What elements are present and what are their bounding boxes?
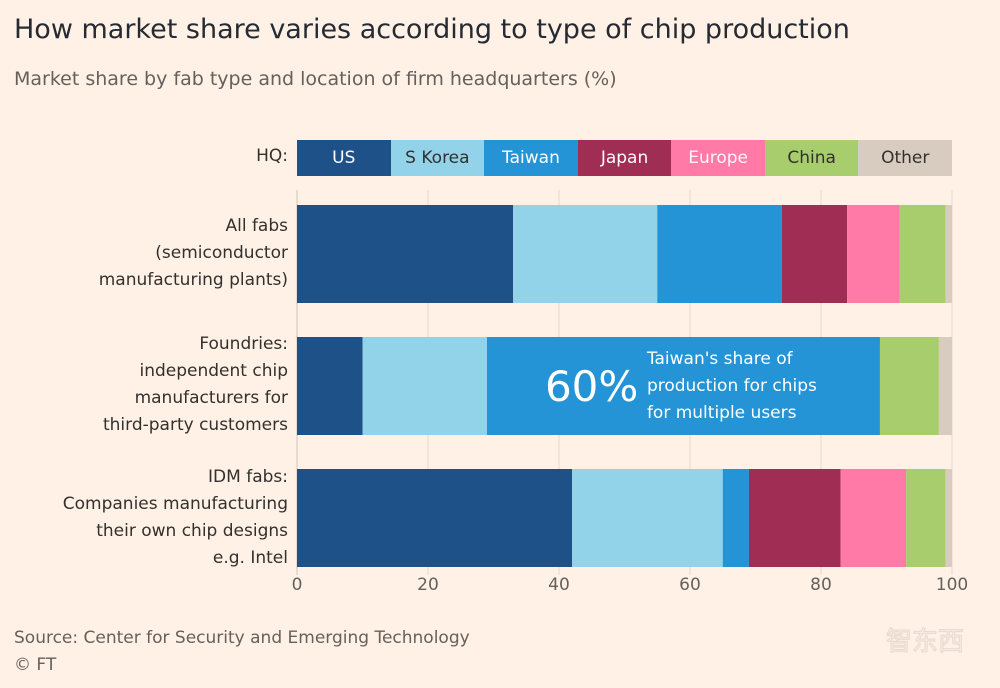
- watermark-logo: 智东西: [885, 626, 964, 657]
- category-label-line: e.g. Intel: [212, 548, 288, 568]
- x-tick-label-80: 80: [810, 575, 832, 595]
- bar-all-us: [297, 205, 514, 303]
- chart-title: How market share varies according to typ…: [14, 14, 850, 45]
- x-tick-label-40: 40: [548, 575, 570, 595]
- bar-all-japan: [781, 205, 848, 303]
- category-label-line: their own chip designs: [96, 521, 288, 541]
- bar-foundries-s-korea: [362, 337, 487, 435]
- category-label-line: manufacturing plants): [98, 270, 288, 290]
- legend: US S Korea Taiwan Japan Europe China Other: [297, 140, 953, 176]
- category-label-foundries: Foundries: independent chip manufacturers …: [8, 331, 288, 439]
- source-note: Source: Center for Security and Emerging…: [14, 628, 470, 648]
- annotation-line-2: for multiple users: [647, 403, 797, 423]
- category-label-line: manufacturers for: [134, 388, 288, 408]
- bar-idm-europe: [840, 469, 907, 567]
- bar-all-other: [945, 205, 952, 303]
- annotation-value: 60%: [545, 362, 638, 411]
- annotation-line-1: production for chips: [647, 376, 817, 396]
- legend-key-s-korea: S Korea: [390, 140, 485, 176]
- legend-key-taiwan: Taiwan: [484, 140, 578, 176]
- bar-all-s-korea: [513, 205, 658, 303]
- category-label-line: All fabs: [225, 216, 288, 236]
- legend-key-japan: Japan: [577, 140, 672, 176]
- x-tick-label-0: 0: [292, 575, 303, 595]
- bar-foundries-other: [938, 337, 952, 435]
- bar-idm-japan: [748, 469, 841, 567]
- bar-all-china: [899, 205, 946, 303]
- x-tick-label-20: 20: [417, 575, 439, 595]
- category-label-line: (semiconductor: [155, 243, 288, 263]
- bar-idm-other: [945, 469, 952, 567]
- bar-foundries-taiwan: [486, 337, 880, 435]
- category-label-line: independent chip: [139, 361, 288, 381]
- x-tick-label-60: 60: [679, 575, 701, 595]
- bar-idm-us: [297, 469, 573, 567]
- category-label-line: third-party customers: [102, 415, 288, 435]
- category-label-line: Companies manufacturing: [62, 494, 288, 514]
- bar-idm-s-korea: [572, 469, 723, 567]
- legend-key-us: US: [297, 140, 391, 176]
- legend-key-other: Other: [858, 140, 953, 176]
- svg-text:智东西: 智东西: [886, 627, 964, 657]
- bar-idm-taiwan: [722, 469, 749, 567]
- category-label-all: All fabs (semiconductor manufacturing plan…: [8, 213, 288, 294]
- x-tick-label-100: 100: [936, 575, 968, 595]
- legend-key-europe: Europe: [671, 140, 765, 176]
- bar-foundries-us: [297, 337, 363, 435]
- copyright-note: © FT: [14, 655, 57, 675]
- bar-all-taiwan: [657, 205, 782, 303]
- annotation-line-0: Taiwan's share of: [646, 349, 794, 369]
- chart-subtitle: Market share by fab type and location of…: [14, 68, 617, 90]
- category-label-line: Foundries:: [199, 334, 288, 354]
- bar-foundries-china: [879, 337, 939, 435]
- legend-key-china: China: [764, 140, 859, 176]
- bar-all-europe: [847, 205, 900, 303]
- category-label-idm: IDM fabs: Companies manufacturing their ow…: [8, 464, 288, 572]
- category-label-line: IDM fabs:: [208, 467, 288, 487]
- bar-idm-china: [906, 469, 946, 567]
- legend-label: HQ:: [256, 146, 288, 166]
